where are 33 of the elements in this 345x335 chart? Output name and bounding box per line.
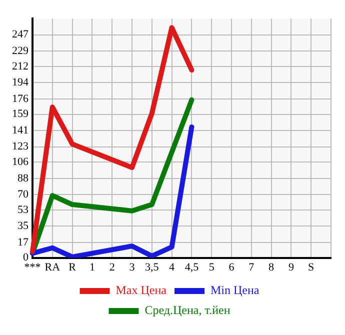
x-tick-label: 9 xyxy=(288,261,294,274)
y-tick-label: 88 xyxy=(18,172,29,184)
legend-label: Min Цена xyxy=(210,283,260,298)
y-tick-label: 141 xyxy=(12,124,28,136)
y-tick-label: 176 xyxy=(12,92,29,105)
y-tick-label: 123 xyxy=(12,140,29,153)
x-tick-label: RA xyxy=(44,261,60,274)
y-tick-label: 17 xyxy=(18,236,29,248)
x-tick-label: 4 xyxy=(169,261,176,274)
x-tick-label: 7 xyxy=(248,261,255,274)
x-tick-label: S xyxy=(308,261,314,274)
y-tick-label: 212 xyxy=(12,60,28,72)
x-tick-label: 6 xyxy=(228,261,235,274)
x-tick-label: 5 xyxy=(208,261,215,274)
y-tick-label: 106 xyxy=(12,156,29,168)
x-tick-label: 2 xyxy=(109,261,115,274)
y-tick-label: 0 xyxy=(23,252,29,264)
y-tick-label: 53 xyxy=(18,204,29,216)
x-tick-label: R xyxy=(68,261,77,274)
y-tick-label: 229 xyxy=(12,44,29,57)
x-tick-label: 3 xyxy=(129,261,136,274)
y-tick-label: 194 xyxy=(12,76,29,89)
y-tick-label: 247 xyxy=(12,28,29,41)
x-tick-label: 3,5 xyxy=(145,261,160,274)
y-tick-label: 70 xyxy=(18,188,29,201)
legend-label: Max Цена xyxy=(116,283,168,298)
x-tick-label: 4,5 xyxy=(184,261,200,274)
y-tick-label: 35 xyxy=(18,220,29,232)
legend-label: Сред.Цена, т.йен xyxy=(144,303,231,318)
y-tick-label: 159 xyxy=(12,108,29,120)
x-tick-label: *** xyxy=(24,261,41,274)
x-tick-label: 1 xyxy=(89,261,95,274)
x-tick-label: 8 xyxy=(268,261,275,274)
